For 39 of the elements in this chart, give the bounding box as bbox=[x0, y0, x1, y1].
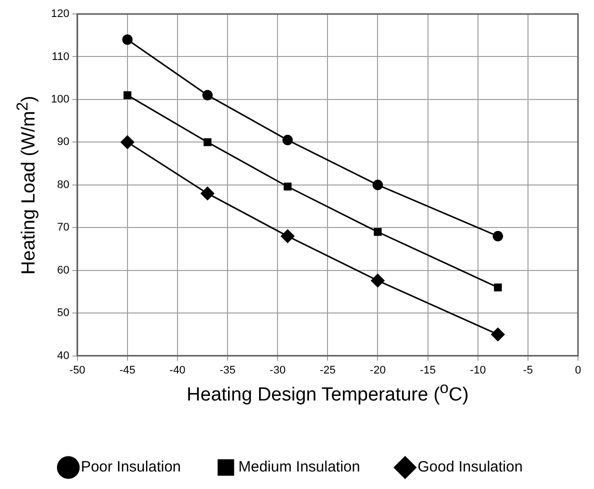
point bbox=[202, 90, 213, 100]
y-tick-label: 90 bbox=[57, 136, 70, 148]
point bbox=[123, 91, 132, 100]
x-tick-label: -45 bbox=[119, 364, 136, 376]
y-tick-label: 120 bbox=[50, 8, 70, 20]
point bbox=[370, 274, 384, 288]
x-tick-label: -40 bbox=[170, 364, 186, 376]
point bbox=[280, 229, 294, 243]
point bbox=[284, 182, 292, 191]
y-tick-label: 100 bbox=[50, 93, 70, 106]
y-tick-label: 40 bbox=[57, 350, 70, 362]
x-tick-label: 0 bbox=[574, 364, 582, 376]
legend-label: Good Insulation bbox=[418, 458, 523, 476]
legend-label: Medium Insulation bbox=[238, 458, 360, 476]
x-tick-label: -35 bbox=[220, 364, 236, 376]
point bbox=[491, 328, 505, 342]
y-tick-label: 70 bbox=[57, 222, 70, 234]
y-tick-label: 80 bbox=[57, 178, 70, 191]
y-tick-label: 110 bbox=[52, 50, 70, 63]
x-tick-label: -25 bbox=[320, 364, 336, 376]
x-axis-title: Heating Design Temperature ($^{o}$C) bbox=[186, 380, 469, 406]
x-tick-label: -30 bbox=[270, 364, 286, 376]
point bbox=[120, 135, 134, 149]
point bbox=[122, 34, 133, 45]
x-tick-label: -10 bbox=[470, 364, 486, 376]
x-tick-label: -20 bbox=[370, 364, 386, 376]
x-tick-label: -5 bbox=[523, 364, 533, 376]
x-tick-label: -15 bbox=[420, 364, 436, 376]
legend-label: Poor Insulation bbox=[80, 458, 181, 476]
point bbox=[204, 138, 212, 146]
x-tick-label: -50 bbox=[69, 364, 86, 376]
point bbox=[494, 284, 502, 292]
point bbox=[374, 228, 382, 236]
point bbox=[200, 186, 214, 200]
y-tick-label: 60 bbox=[57, 264, 70, 276]
point bbox=[372, 180, 383, 190]
point bbox=[492, 230, 504, 242]
y-tick-label: 50 bbox=[57, 307, 70, 320]
point bbox=[282, 134, 293, 146]
